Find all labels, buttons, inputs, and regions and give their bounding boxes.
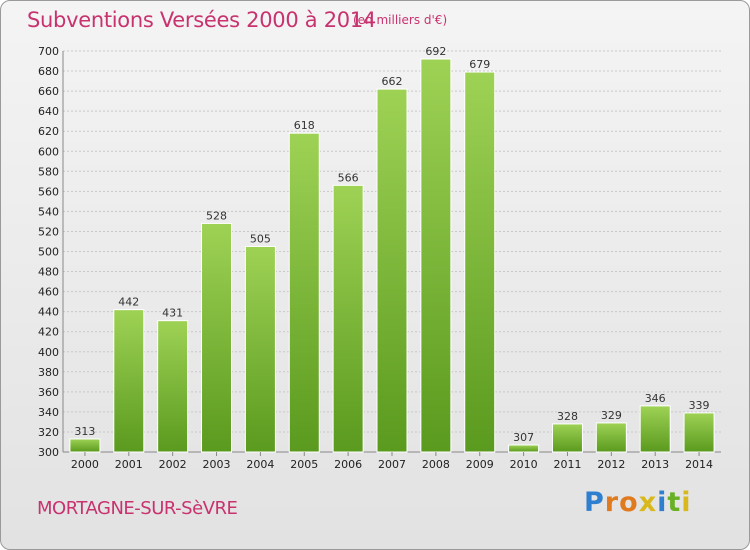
y-tick-label: 540: [38, 205, 59, 218]
y-tick-label: 640: [38, 105, 59, 118]
y-tick-label: 580: [38, 165, 59, 178]
bar: [244, 245, 276, 453]
bar-value-label: 313: [74, 425, 95, 438]
logo-letter: x: [638, 487, 658, 518]
bar-value-label: 528: [206, 209, 227, 222]
bar: [508, 444, 540, 453]
x-tick-label: 2004: [246, 458, 274, 471]
bar-value-label: 618: [294, 119, 315, 132]
logo-letter: t: [667, 487, 682, 518]
y-tick-label: 480: [38, 266, 59, 279]
bar: [639, 405, 671, 453]
y-tick-label: 560: [38, 185, 59, 198]
bar: [595, 422, 627, 453]
x-tick-label: 2012: [597, 458, 625, 471]
bar: [288, 132, 320, 453]
y-tick-label: 660: [38, 85, 59, 98]
chart-title: Subventions Versées 2000 à 2014: [27, 8, 376, 32]
y-tick-label: 520: [38, 225, 59, 238]
y-tick-label: 360: [38, 386, 59, 399]
x-tick-label: 2008: [422, 458, 450, 471]
y-tick-label: 400: [38, 346, 59, 359]
commune-name: MORTAGNE-SUR-SèVRE: [37, 498, 238, 519]
y-tick-label: 700: [38, 45, 59, 58]
bar-value-label: 431: [162, 307, 183, 320]
bar: [113, 309, 145, 453]
y-axis: 300 320 340 360 380 400 420 440 460 480 500 520 540 5…: [38, 45, 721, 459]
bar: [464, 71, 496, 453]
x-tick-label: 2001: [115, 458, 143, 471]
logo-letter: P: [584, 487, 605, 518]
bar-value-label: 679: [469, 58, 490, 71]
x-tick-label: 2009: [466, 458, 494, 471]
y-tick-label: 340: [38, 406, 59, 419]
logo-letter: i: [657, 487, 668, 518]
x-axis: 2000 2001 2002 2003 2004 2005 2006 2007 2008 2009…: [71, 452, 713, 471]
bar-value-label: 346: [645, 392, 666, 405]
bar-value-label: 307: [513, 431, 534, 444]
x-tick-label: 2014: [685, 458, 713, 471]
x-tick-label: 2005: [290, 458, 318, 471]
y-tick-label: 680: [38, 65, 59, 78]
y-tick-label: 460: [38, 286, 59, 299]
bar: [332, 184, 364, 453]
bar: [69, 438, 101, 453]
x-tick-label: 2007: [378, 458, 406, 471]
x-tick-label: 2011: [553, 458, 581, 471]
logo-letter: o: [619, 487, 639, 518]
bar: [157, 320, 189, 453]
logo-letter: i: [681, 487, 692, 518]
bar: [551, 423, 583, 453]
logo-letter: r: [604, 487, 620, 518]
bars: 313 442 431 528 505 618 566 662 692 679 307 328 329 3…: [69, 45, 715, 453]
bar-value-label: 328: [557, 410, 578, 423]
bar-value-label: 339: [689, 399, 710, 412]
bar-value-label: 505: [250, 232, 271, 245]
x-tick-label: 2000: [71, 458, 99, 471]
y-tick-label: 440: [38, 306, 59, 319]
bar-value-label: 442: [118, 296, 139, 309]
proxiti-logo[interactable]: Proxiti: [584, 487, 692, 518]
y-tick-label: 600: [38, 145, 59, 158]
y-tick-label: 320: [38, 426, 59, 439]
bar-value-label: 662: [382, 75, 403, 88]
y-tick-label: 300: [38, 446, 59, 459]
x-tick-label: 2010: [510, 458, 538, 471]
y-tick-label: 380: [38, 366, 59, 379]
y-tick-label: 500: [38, 246, 59, 259]
bar: [683, 412, 715, 453]
bar: [420, 58, 452, 453]
bar-value-label: 329: [601, 409, 622, 422]
x-tick-label: 2013: [641, 458, 669, 471]
y-tick-label: 620: [38, 125, 59, 138]
bar: [201, 222, 233, 453]
y-tick-label: 420: [38, 326, 59, 339]
bar-value-label: 692: [425, 45, 446, 58]
chart-unit-note: (en milliers d'€): [353, 13, 448, 27]
x-tick-label: 2006: [334, 458, 362, 471]
bar-value-label: 566: [338, 171, 359, 184]
bar: [376, 88, 408, 453]
x-tick-label: 2003: [203, 458, 231, 471]
x-tick-label: 2002: [159, 458, 187, 471]
